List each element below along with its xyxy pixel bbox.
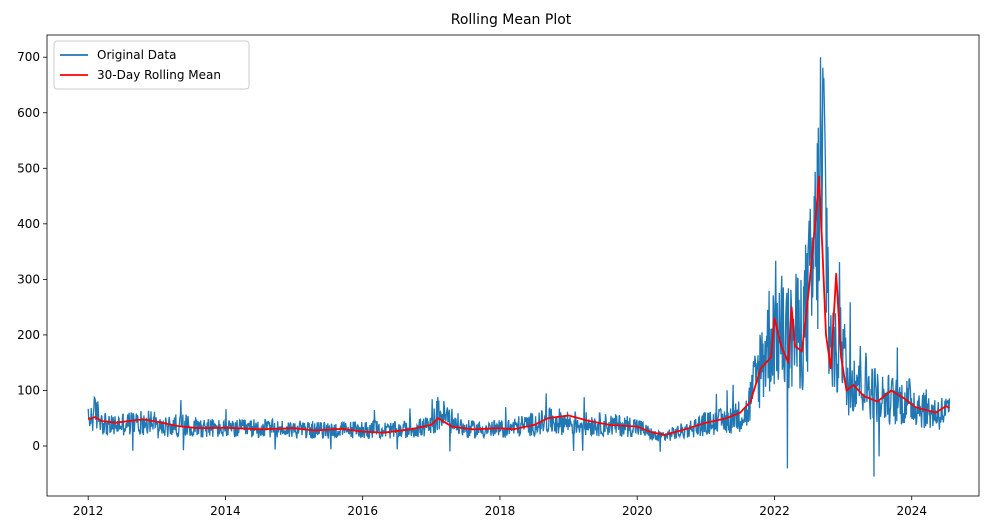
legend-label: 30-Day Rolling Mean: [97, 68, 221, 82]
legend-box: [53, 40, 250, 90]
y-tick-label: 700: [17, 50, 40, 64]
axes-frame: [46, 34, 980, 497]
y-tick-label: 300: [17, 272, 40, 286]
y-tick-label: 100: [17, 383, 40, 397]
y-tick-label: 200: [17, 328, 40, 342]
x-tick-label: 2016: [347, 504, 378, 518]
legend: Original Data 30-Day Rolling Mean: [53, 40, 250, 90]
x-tick-label: 2020: [622, 504, 653, 518]
x-tick-label: 2024: [896, 504, 927, 518]
chart-title: Rolling Mean Plot: [451, 12, 572, 28]
y-tick-label: 600: [17, 106, 40, 120]
x-tick-label: 2012: [73, 504, 104, 518]
y-tick-label: 500: [17, 161, 40, 175]
plot-area: 2012 2014 2016 2018 2020 2022 2024 0 100 200 300 40…: [17, 34, 980, 518]
y-tick-label: 0: [32, 439, 40, 453]
x-tick-label: 2018: [485, 504, 516, 518]
x-tick-label: 2014: [210, 504, 241, 518]
x-tick-label: 2022: [759, 504, 790, 518]
y-tick-label: 400: [17, 217, 40, 231]
legend-label: Original Data: [97, 48, 176, 62]
original-data-line: [87, 57, 951, 477]
rolling-mean-line: [87, 175, 950, 436]
